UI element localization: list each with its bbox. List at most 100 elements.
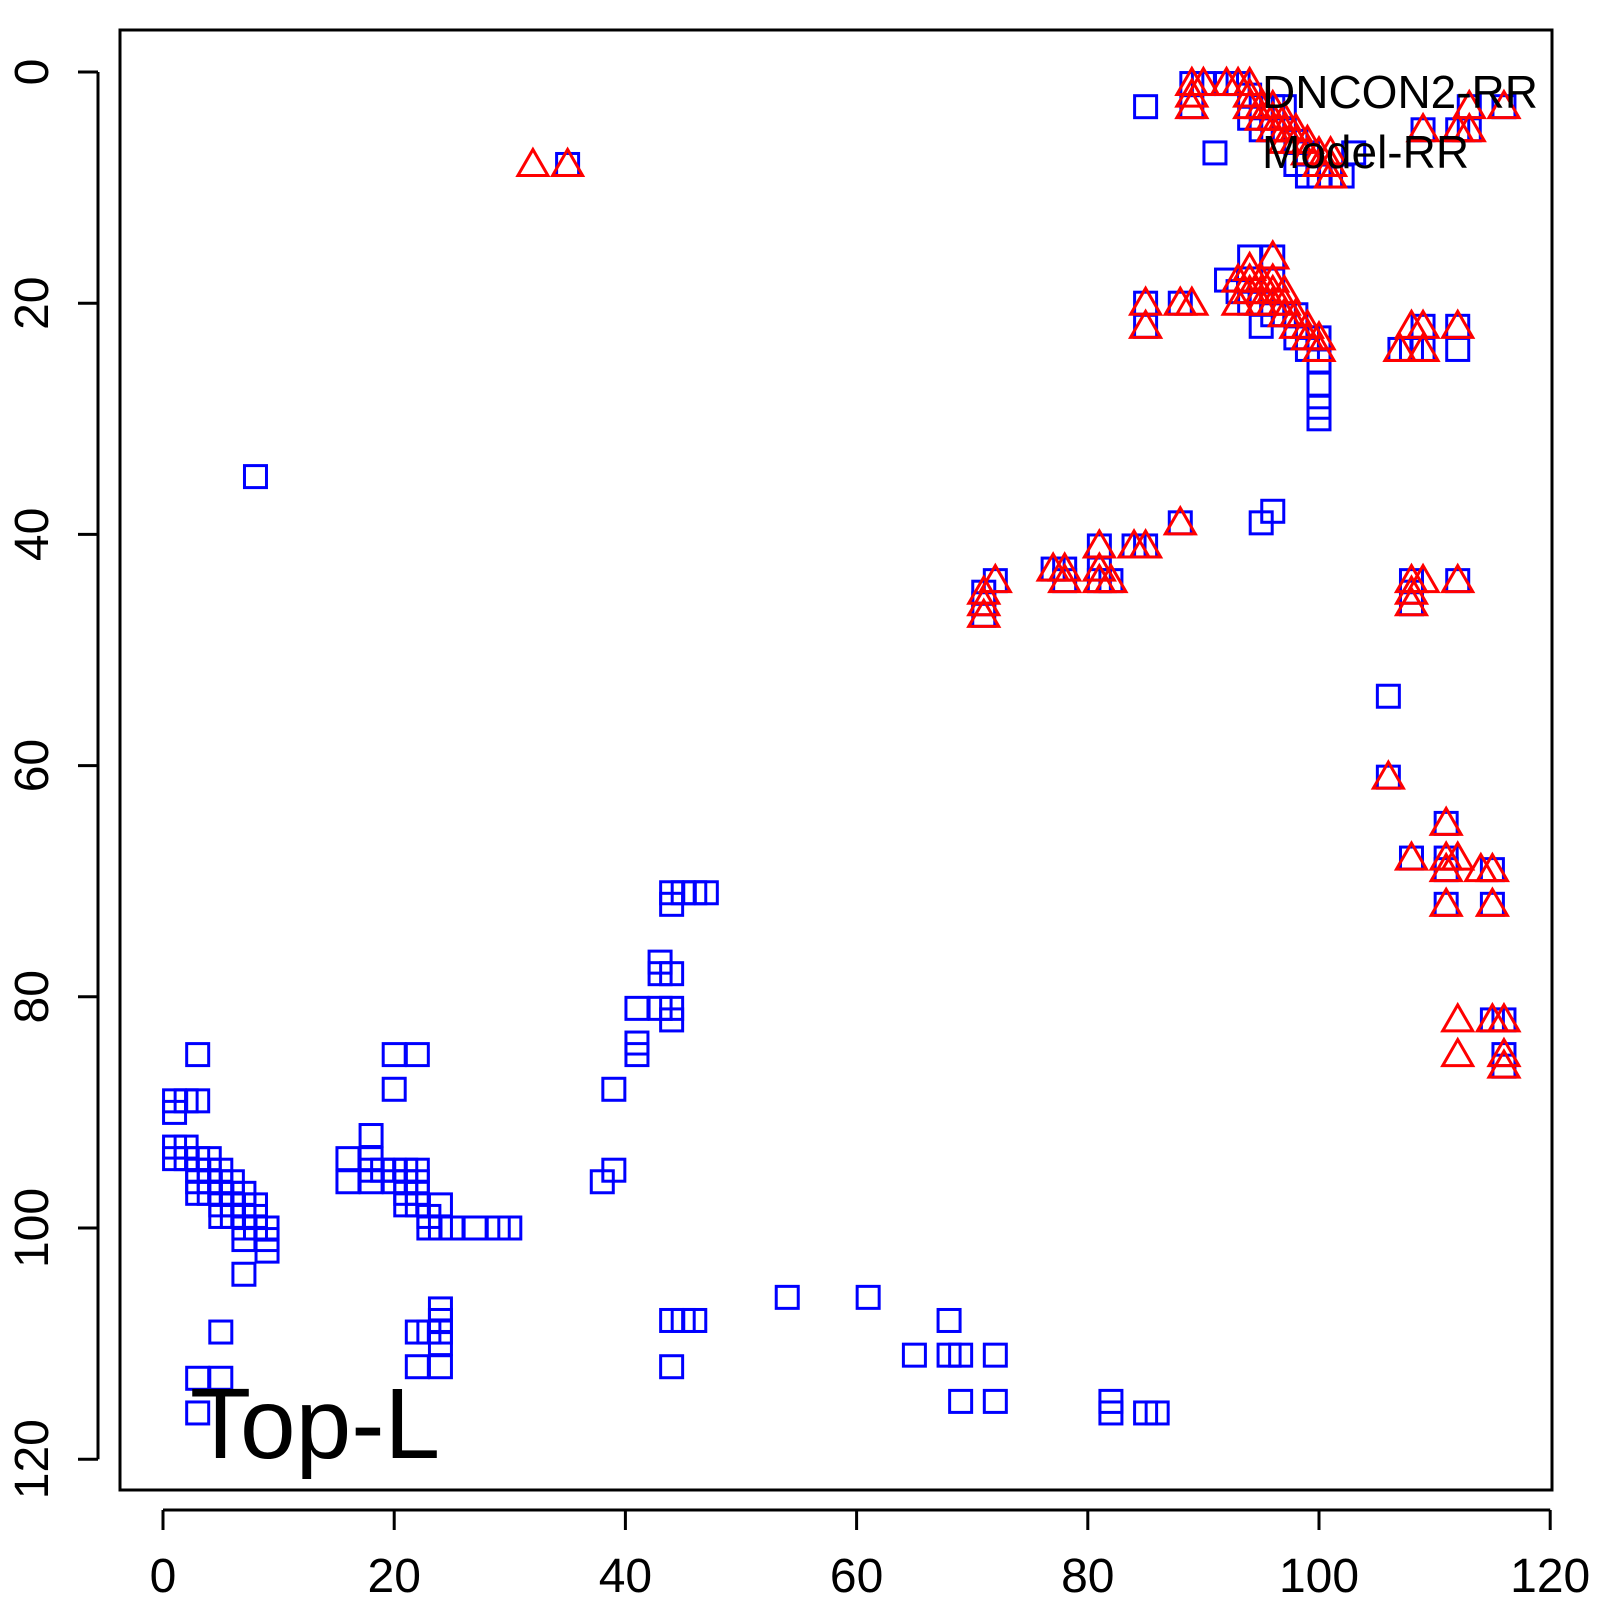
square-marker [601, 1157, 627, 1183]
triangle-marker [1128, 527, 1164, 559]
square-marker [693, 880, 719, 906]
square-marker [1375, 683, 1401, 709]
triangle-marker [1301, 319, 1337, 351]
triangle-marker [1047, 562, 1083, 594]
square-marker [381, 1076, 407, 1102]
x-tick-label: 100 [1279, 1550, 1359, 1600]
square-marker [427, 1354, 453, 1380]
triangle-marker [1128, 308, 1164, 339]
square-marker [381, 1042, 407, 1068]
square-marker [624, 1042, 650, 1068]
triangle-marker [1382, 331, 1418, 362]
triangle-marker [1486, 1036, 1522, 1068]
triangle-marker [1440, 562, 1476, 594]
square-marker [601, 1076, 627, 1102]
triangle-marker [1440, 308, 1476, 339]
triangle-marker [1405, 562, 1441, 594]
triangle-marker [1093, 562, 1129, 594]
square-marker [185, 1400, 211, 1426]
x-tick-label: 80 [1061, 1550, 1114, 1600]
triangle-marker [1278, 111, 1314, 143]
square-marker [254, 1238, 280, 1264]
x-tick-label: 0 [150, 1550, 177, 1600]
triangle-marker [1440, 1036, 1476, 1068]
triangle-marker [1405, 331, 1441, 362]
triangle-marker [1301, 331, 1337, 362]
triangle-marker [1081, 551, 1117, 582]
square-marker [982, 1388, 1008, 1414]
y-axis: 0 20 40 60 80 100 120 [6, 59, 100, 1499]
triangle-marker [1393, 585, 1430, 617]
triangle-marker [977, 562, 1013, 594]
square-marker [185, 1088, 211, 1114]
square-marker [462, 1215, 488, 1241]
square-marker [1098, 1400, 1124, 1426]
triangle-marker [1047, 551, 1083, 582]
square-marker [242, 464, 268, 490]
triangle-marker [1289, 123, 1326, 154]
square-marker [659, 1007, 685, 1033]
square-marker [1144, 1400, 1170, 1426]
triangle-marker [1486, 1048, 1522, 1079]
y-tick-label: 120 [6, 1419, 59, 1499]
triangle-marker [1232, 77, 1268, 108]
triangle-marker [1486, 1001, 1522, 1033]
square-marker [682, 1307, 708, 1333]
triangle-marker [966, 597, 1002, 628]
square-marker [335, 1146, 361, 1172]
triangle-marker [1474, 851, 1510, 883]
triangle-marker [1174, 285, 1210, 316]
square-marker [208, 1319, 234, 1345]
y-tick-label: 20 [6, 277, 59, 330]
triangle-marker [1278, 296, 1314, 328]
square-marker [855, 1284, 881, 1310]
square-marker [659, 961, 685, 987]
triangle-marker [1370, 759, 1406, 790]
x-tick-label: 60 [830, 1550, 883, 1600]
triangle-marker [1428, 886, 1464, 917]
square-marker [936, 1307, 962, 1333]
triangle-marker [1451, 111, 1487, 143]
x-axis: 0 20 40 60 80 100 120 [150, 1508, 1590, 1600]
y-tick-label: 80 [6, 970, 59, 1023]
triangle-marker [550, 146, 586, 177]
square-marker [404, 1042, 430, 1068]
square-marker [982, 1342, 1008, 1368]
y-tick-label: 100 [6, 1188, 59, 1268]
y-tick-label: 40 [6, 508, 59, 561]
square-marker [497, 1215, 523, 1241]
square-marker [1445, 336, 1471, 362]
legend-label-dncon2-rr: DNCON2-RR [1262, 66, 1538, 118]
chart-annotation-top-l: Top-L [190, 1368, 440, 1480]
triangle-marker [966, 585, 1002, 617]
triangle-marker [1174, 88, 1210, 120]
square-marker [1306, 371, 1332, 397]
square-marker [1306, 406, 1332, 432]
triangle-marker [1440, 840, 1476, 871]
legend: DNCON2-RR Model-RR [1262, 66, 1538, 178]
x-tick-label: 40 [599, 1550, 652, 1600]
plot-frame [118, 28, 1554, 1492]
square-marker [774, 1284, 800, 1310]
triangle-marker [1312, 146, 1349, 177]
triangle-marker [1451, 88, 1487, 120]
triangle-marker [1440, 1001, 1476, 1033]
square-marker [1133, 94, 1159, 120]
triangle-marker [1405, 111, 1441, 143]
square-marker [1341, 140, 1367, 166]
square-marker [1260, 498, 1286, 524]
triangle-marker [1428, 805, 1464, 836]
series-square-points [162, 71, 1517, 1426]
square-marker [231, 1261, 257, 1287]
triangle-marker [1289, 308, 1326, 339]
square-marker [208, 1365, 234, 1391]
triangle-marker [1486, 88, 1522, 120]
square-marker [185, 1042, 211, 1068]
triangle-marker [1393, 840, 1430, 871]
square-marker [659, 1354, 685, 1380]
square-marker [948, 1342, 974, 1368]
square-marker [1202, 140, 1228, 166]
triangle-marker [1312, 158, 1349, 189]
triangle-marker [1474, 886, 1510, 917]
